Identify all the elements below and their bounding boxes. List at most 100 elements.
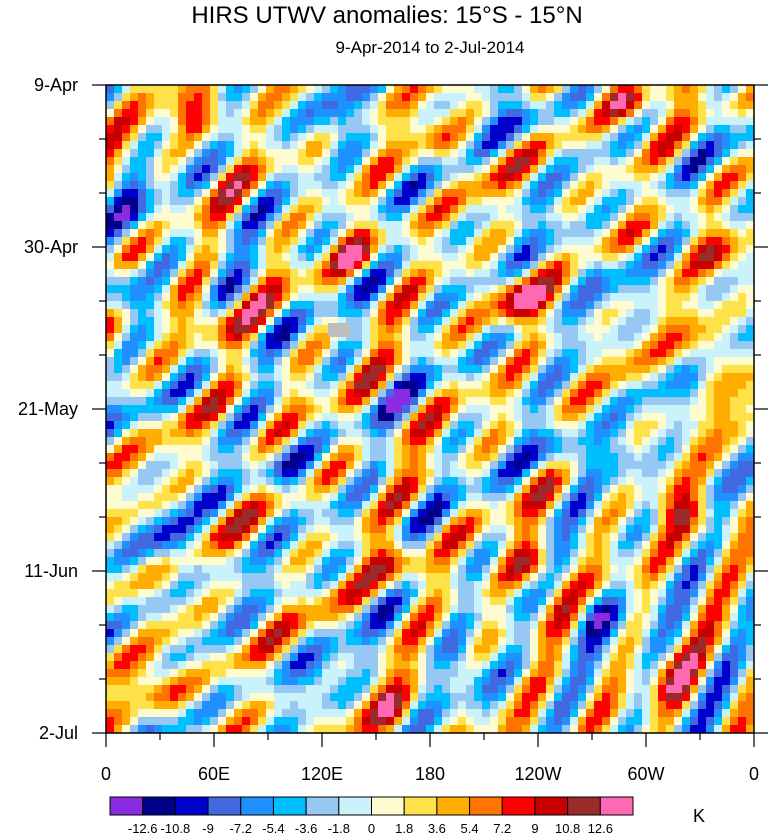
heatmap-cell [634,133,643,142]
heatmap-cell [450,549,459,558]
heatmap-cell [146,445,155,454]
heatmap-cell [242,493,251,502]
heatmap-cell [626,309,635,318]
heatmap-cell [346,413,355,422]
heatmap-cell [418,541,427,550]
heatmap-cell [282,557,291,566]
heatmap-cell [170,317,179,326]
heatmap-cell [698,445,707,454]
heatmap-cell [554,293,563,302]
heatmap-cell [378,349,387,358]
heatmap-cell [266,181,275,190]
heatmap-cell [714,373,723,382]
heatmap-cell [194,165,203,174]
heatmap-cell [658,429,667,438]
heatmap-cell [650,101,659,110]
heatmap-cell [138,517,147,526]
heatmap-cell [466,373,475,382]
heatmap-cell [370,477,379,486]
heatmap-cell [210,133,219,142]
heatmap-cell [138,525,147,534]
heatmap-cell [362,285,371,294]
heatmap-cell [466,221,475,230]
heatmap-cell [258,165,267,174]
heatmap-cell [346,341,355,350]
heatmap-cell [330,469,339,478]
heatmap-cell [682,205,691,214]
heatmap-cell [618,333,627,342]
heatmap-cell [594,133,603,142]
heatmap-cell [666,205,675,214]
heatmap-cell [418,373,427,382]
heatmap-cell [458,373,467,382]
heatmap-cell [354,549,363,558]
heatmap-cell [154,365,163,374]
heatmap-cell [202,317,211,326]
heatmap-cell [130,229,139,238]
heatmap-cell [450,517,459,526]
heatmap-cell [218,421,227,430]
heatmap-cell [178,405,187,414]
heatmap-cell [570,453,579,462]
heatmap-cell [250,293,259,302]
heatmap-cell [186,301,195,310]
heatmap-cell [650,165,659,174]
heatmap-cell [282,509,291,518]
heatmap-cell [466,117,475,126]
heatmap-cell [442,85,451,94]
heatmap-cell [202,549,211,558]
heatmap-cell [154,453,163,462]
heatmap-cell [738,309,747,318]
heatmap-cell [202,397,211,406]
heatmap-cell [474,277,483,286]
heatmap-cell [322,501,331,510]
heatmap-cell [650,413,659,422]
heatmap-cell [410,477,419,486]
heatmap-cell [346,149,355,158]
heatmap-cell [490,205,499,214]
heatmap-cell [234,181,243,190]
heatmap-cell [610,125,619,134]
heatmap-cell [658,109,667,118]
heatmap-cell [522,85,531,94]
heatmap-cell [346,485,355,494]
heatmap-cell [410,357,419,366]
heatmap-cell [226,277,235,286]
heatmap-cell [386,133,395,142]
heatmap-cell [690,413,699,422]
heatmap-cell [370,261,379,270]
heatmap-cell [330,501,339,510]
heatmap-cell [218,533,227,542]
heatmap-cell [490,437,499,446]
heatmap-cell [258,269,267,278]
heatmap-cell [738,557,747,566]
heatmap-cell [298,549,307,558]
heatmap-cell [370,85,379,94]
heatmap-cell [282,141,291,150]
heatmap-cell [290,165,299,174]
heatmap-cell [586,245,595,254]
heatmap-cell [570,93,579,102]
heatmap-cell [122,165,131,174]
heatmap-cell [130,253,139,262]
heatmap-cell [626,109,635,118]
heatmap-cell [562,109,571,118]
heatmap-cell [554,133,563,142]
heatmap-cell [218,349,227,358]
heatmap-cell [138,165,147,174]
heatmap-cell [386,517,395,526]
heatmap-cell [562,325,571,334]
heatmap-cell [250,557,259,566]
heatmap-cell [714,413,723,422]
heatmap-cell [194,405,203,414]
heatmap-cell [434,245,443,254]
heatmap-cell [170,237,179,246]
heatmap-cell [274,293,283,302]
heatmap-cell [642,173,651,182]
heatmap-cell [674,429,683,438]
heatmap-cell [122,277,131,286]
heatmap-cell [538,285,547,294]
heatmap-cell [746,541,754,550]
heatmap-cell [306,557,315,566]
heatmap-cell [138,85,147,94]
